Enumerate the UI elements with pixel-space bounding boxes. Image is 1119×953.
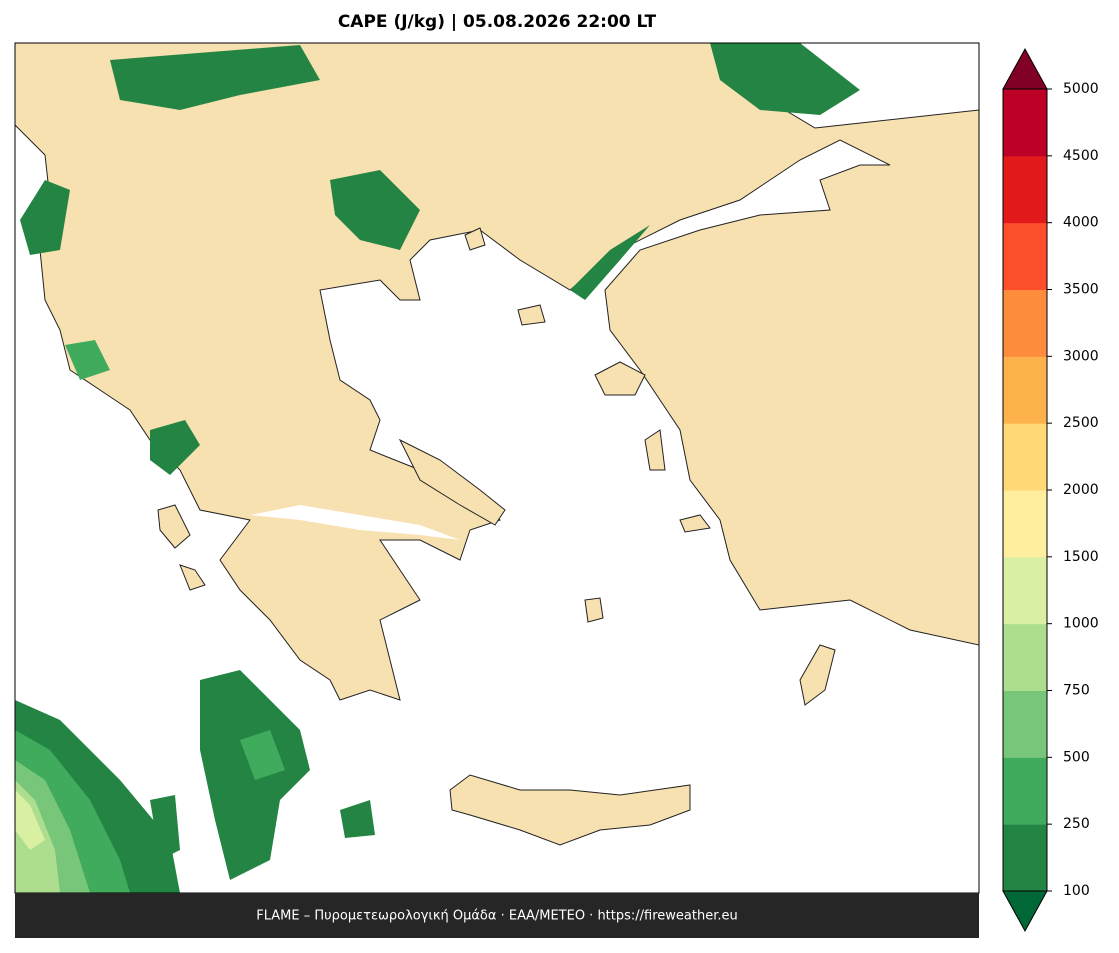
- colorbar-tick-label: 3500: [1063, 282, 1099, 298]
- colorbar-bin: [1003, 757, 1047, 825]
- colorbar-bin: [1003, 222, 1047, 290]
- cape-area: [570, 225, 650, 300]
- colorbar-bin: [1003, 356, 1047, 424]
- lesbos: [594, 361, 646, 396]
- rhodes: [799, 644, 836, 706]
- colorbar-tick-label: 1500: [1063, 549, 1099, 565]
- colorbar-tick-label: 2000: [1063, 482, 1099, 498]
- crete: [449, 774, 691, 846]
- naxos: [584, 597, 604, 623]
- colorbar-bin: [1003, 423, 1047, 491]
- footer-bar: [15, 893, 979, 938]
- colorbar-bin: [1003, 155, 1047, 224]
- colorbar-bin: [1003, 623, 1047, 691]
- colorbar-bin: [1003, 289, 1047, 357]
- cape-area: [65, 340, 110, 380]
- colorbar-tick-label: 3000: [1063, 348, 1099, 364]
- mainland: [15, 43, 979, 701]
- colorbar-tick-label: 4000: [1063, 215, 1099, 231]
- cape-area: [110, 45, 320, 110]
- cape-area: [20, 180, 70, 255]
- samos: [679, 514, 711, 533]
- title: CAPE (J/kg) | 05.08.2026 22:00 LT: [338, 12, 657, 32]
- cape-area: [330, 170, 420, 250]
- colorbar-tick-label: 4500: [1063, 148, 1099, 164]
- colorbar-under: [1002, 890, 1048, 933]
- zakynthos: [179, 564, 206, 591]
- colorbar-tick-label: 750: [1063, 683, 1090, 699]
- cape-area: [15, 790, 45, 850]
- colorbar-tick-label: 2500: [1063, 415, 1099, 431]
- colorbar: 100 250 500 750 1000 1500 2000 2500 3000 3500 4000…: [1002, 47, 1099, 933]
- colorbar-bin: [1003, 824, 1047, 892]
- colorbar-tick-label: 100: [1063, 883, 1090, 899]
- colorbar-tick-label: 5000: [1063, 81, 1099, 97]
- chios: [644, 429, 666, 471]
- cape-area: [150, 420, 200, 475]
- colorbar-bin: [1003, 690, 1047, 758]
- colorbar-tick-label: 1000: [1063, 616, 1099, 632]
- colorbar-bin: [1003, 490, 1047, 558]
- colorbar-bin: [1003, 89, 1047, 157]
- cape-area: [150, 795, 180, 860]
- cape-area: [340, 800, 375, 838]
- thasos: [464, 227, 486, 251]
- kefalonia: [157, 504, 191, 549]
- colorbar-tick-label: 500: [1063, 749, 1090, 765]
- colorbar-bin: [1003, 556, 1047, 625]
- evia: [398, 438, 506, 526]
- cape-area: [710, 43, 860, 115]
- lemnos: [517, 304, 546, 326]
- colorbar-over: [1002, 47, 1048, 90]
- gulf: [250, 505, 460, 540]
- footer: FLAME – Πυρομετεωρολογική Ομάδα · ΕΑΑ/ME…: [256, 909, 738, 924]
- colorbar-tick-label: 250: [1063, 816, 1090, 832]
- cape-area: [240, 730, 285, 780]
- map: [14, 42, 980, 894]
